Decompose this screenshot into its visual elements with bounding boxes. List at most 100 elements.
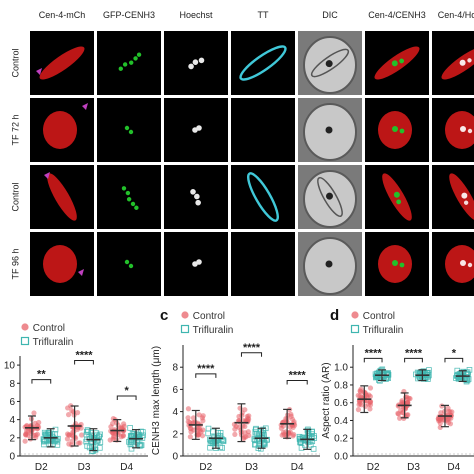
data-point-trifluralin [305, 430, 311, 437]
significance-bracket [363, 357, 383, 363]
significance-bracket [31, 379, 52, 384]
legend-control-left: Control [20, 322, 65, 334]
legend-trifluralin-label: Trifluralin [32, 337, 74, 348]
data-point-control [111, 434, 117, 440]
legend-control-right: Control [350, 310, 395, 322]
data-point-control [199, 433, 206, 439]
data-point-control [367, 398, 373, 405]
micrograph-tile [97, 232, 161, 296]
micrograph-tile [231, 31, 295, 95]
data-point-trifluralin [420, 368, 427, 374]
data-point-trifluralin [217, 444, 224, 451]
micrograph-tile [298, 98, 362, 162]
legend-trifluralin-left: Trifluralin [20, 336, 73, 348]
x-tick-label: D2 [35, 462, 48, 473]
column-header: Cen-4/CENH3 [368, 10, 426, 20]
data-point-control [242, 423, 248, 430]
data-point-control [446, 408, 452, 414]
data-point-control [66, 432, 72, 438]
data-point-control [232, 426, 238, 432]
y-tick-label: 0.4 [334, 416, 348, 427]
column-header: Cen-4/Ho [437, 10, 474, 20]
y-axis-label: CENH3 max length (μm) [151, 346, 162, 455]
micrograph-tile [164, 165, 228, 229]
data-point-trifluralin [94, 437, 101, 444]
significance-bracket [116, 395, 137, 400]
data-point-control [75, 440, 81, 446]
micrograph-tile [432, 232, 474, 296]
data-point-control [236, 424, 242, 430]
micrograph-tile [164, 232, 228, 296]
x-tick-label: D4 [291, 462, 304, 473]
data-point-control [288, 411, 294, 417]
significance-label: * [452, 347, 457, 359]
legend-control-middle: Control [180, 310, 225, 322]
legend-trifluralin-label: Trifluralin [362, 325, 404, 336]
micrograph-tile [97, 31, 161, 95]
micrograph-tile [298, 31, 362, 95]
control-marker-icon [181, 311, 189, 319]
data-point-trifluralin [52, 426, 59, 433]
data-point-control [397, 415, 403, 421]
control-marker-icon [21, 323, 29, 331]
data-point-control [34, 431, 41, 437]
data-point-control [437, 424, 443, 430]
x-tick-label: D3 [78, 462, 91, 473]
data-point-trifluralin [54, 438, 61, 445]
data-point-control [405, 399, 411, 406]
data-point-control [357, 388, 363, 394]
data-point-trifluralin [307, 441, 314, 448]
data-point-control [190, 415, 197, 421]
data-point-control [236, 413, 242, 420]
data-point-trifluralin [97, 445, 103, 451]
significance-label: **** [243, 342, 261, 354]
data-point-trifluralin [127, 441, 134, 448]
data-point-trifluralin [54, 442, 61, 448]
data-point-trifluralin [85, 428, 91, 435]
micrograph-tile [164, 98, 228, 162]
micrograph-tile [365, 31, 429, 95]
data-point-trifluralin [55, 435, 61, 442]
data-point-control [437, 420, 443, 426]
data-point-trifluralin [209, 428, 216, 435]
trifluralin-marker-icon [20, 336, 30, 346]
data-point-trifluralin [83, 431, 90, 438]
data-point-control [444, 417, 450, 424]
x-tick-label: D2 [199, 462, 212, 473]
data-point-trifluralin [220, 438, 227, 445]
column-header: DIC [322, 10, 338, 20]
data-point-trifluralin [253, 430, 260, 437]
legend-control-label: Control [32, 323, 66, 334]
micrograph-tile [365, 165, 429, 229]
data-point-control [242, 407, 248, 413]
data-point-trifluralin [40, 436, 47, 442]
data-point-control [31, 410, 37, 416]
significance-bracket [240, 352, 263, 357]
data-point-control [187, 434, 193, 440]
x-tick-label: D3 [407, 462, 420, 473]
micrograph-tile [30, 31, 94, 95]
data-point-trifluralin [137, 442, 144, 449]
x-tick-label: D4 [447, 462, 460, 473]
micrograph-tile [365, 232, 429, 296]
significance-bracket [74, 360, 94, 365]
data-point-control [185, 415, 191, 421]
micrograph-tile [30, 165, 94, 229]
data-point-control [367, 385, 374, 391]
significance-bracket [195, 373, 217, 378]
legend-trifluralin-label: Trifluralin [192, 325, 234, 336]
data-point-trifluralin [311, 435, 318, 441]
x-tick-label: D4 [120, 462, 133, 473]
column-header: Cen-4-mCh [38, 10, 86, 20]
significance-bracket [444, 357, 464, 363]
significance-label: **** [365, 347, 383, 359]
micrograph-tile [298, 165, 362, 229]
data-point-control [236, 417, 243, 424]
data-point-control [36, 419, 42, 426]
y-axis-label: Aspect ratio (AR) [321, 362, 332, 438]
micrograph-tile [365, 98, 429, 162]
y-tick-label: 0.0 [334, 452, 348, 463]
data-point-control [69, 442, 75, 448]
data-point-trifluralin [252, 441, 259, 448]
data-point-trifluralin [127, 425, 133, 431]
